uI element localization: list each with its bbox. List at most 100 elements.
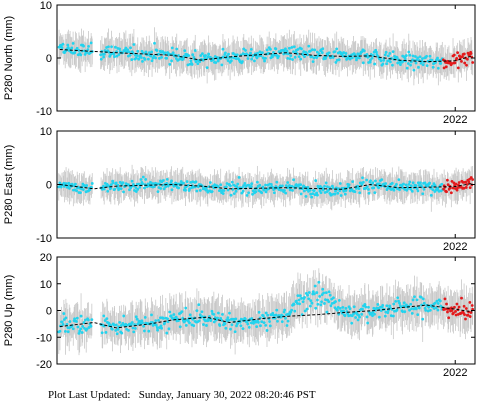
observation-point	[283, 49, 286, 53]
observation-point	[194, 180, 198, 184]
observation-point	[396, 296, 400, 300]
observation-point	[319, 191, 323, 195]
observation-point	[150, 59, 154, 63]
observation-point	[106, 189, 110, 193]
observation-point	[73, 317, 77, 321]
observation-point	[348, 57, 352, 61]
observation-point	[247, 191, 251, 195]
observation-point	[166, 317, 169, 321]
observation-point	[327, 188, 330, 192]
observation-point	[417, 65, 420, 69]
observation-point	[271, 311, 275, 315]
observation-point	[320, 300, 323, 304]
observation-point	[439, 61, 443, 65]
y-tick-label: -10	[36, 106, 52, 118]
observation-point	[160, 55, 163, 59]
observation-point	[71, 327, 75, 331]
observation-point	[338, 306, 342, 310]
observation-point	[187, 54, 191, 57]
observation-point	[150, 320, 154, 324]
observation-point	[454, 313, 458, 317]
observation-point	[390, 181, 394, 185]
observation-point	[254, 190, 258, 194]
observation-point	[113, 45, 117, 49]
observation-point	[416, 313, 420, 317]
observation-point	[149, 54, 153, 58]
observation-point	[451, 186, 455, 190]
observation-point	[384, 50, 388, 54]
observation-point	[446, 178, 449, 182]
observation-point	[83, 326, 86, 330]
observation-point	[454, 310, 457, 313]
observation-point	[334, 61, 338, 64]
observation-point	[68, 186, 71, 190]
y-tick-label: -10	[36, 233, 52, 245]
observation-point	[468, 177, 471, 181]
data-points	[57, 41, 475, 72]
observation-point	[307, 297, 311, 301]
observation-point	[64, 182, 68, 185]
observation-point	[443, 297, 447, 301]
observation-point	[300, 296, 303, 300]
observation-point	[450, 179, 454, 183]
y-axis-label: P280 Up (mm)	[3, 275, 15, 347]
observation-point	[261, 185, 265, 189]
observation-point	[59, 185, 63, 189]
observation-point	[229, 327, 232, 331]
observation-point	[155, 49, 159, 52]
observation-point	[260, 51, 264, 55]
observation-point	[460, 296, 463, 300]
observation-point	[174, 315, 178, 319]
observation-point	[337, 58, 341, 62]
observation-point	[391, 63, 394, 67]
observation-point	[83, 52, 87, 56]
observation-point	[363, 302, 367, 306]
plot-area	[57, 27, 475, 86]
observation-point	[269, 182, 273, 186]
observation-point	[321, 47, 325, 51]
observation-point	[288, 188, 292, 192]
observation-point	[241, 189, 245, 193]
observation-point	[369, 179, 372, 183]
observation-point	[309, 299, 313, 303]
observation-point	[171, 51, 175, 55]
observation-point	[264, 311, 268, 315]
observation-point	[234, 189, 238, 193]
observation-point	[462, 304, 466, 308]
observation-point	[397, 178, 401, 182]
observation-point	[294, 299, 298, 303]
observation-point	[374, 179, 377, 183]
observation-point	[145, 185, 149, 189]
observation-point	[416, 181, 420, 185]
observation-point	[447, 316, 451, 320]
observation-point	[388, 52, 392, 55]
observation-point	[365, 178, 369, 182]
observation-point	[144, 50, 148, 54]
observation-point	[70, 182, 74, 186]
observation-point	[429, 193, 433, 197]
observation-point	[392, 188, 396, 192]
observation-point	[466, 313, 470, 317]
observation-point	[188, 187, 191, 191]
observation-point	[308, 49, 312, 53]
observation-point	[150, 50, 154, 54]
observation-point	[343, 192, 347, 196]
y-tick-label: 10	[40, 126, 52, 138]
observation-point	[362, 180, 365, 184]
observation-point	[335, 308, 339, 312]
observation-point	[89, 41, 93, 45]
model-trend-line	[59, 304, 473, 329]
observation-point	[104, 331, 108, 334]
observation-point	[428, 181, 431, 185]
observation-point	[465, 183, 469, 186]
observation-point	[161, 179, 165, 182]
observation-point	[452, 311, 455, 315]
y-axis-label: P280 North (mm)	[3, 16, 15, 100]
observation-point	[90, 318, 94, 322]
observation-point	[234, 317, 238, 321]
observation-point	[299, 192, 303, 196]
observation-point	[298, 302, 301, 306]
observation-point	[361, 61, 365, 65]
observation-point	[327, 290, 331, 294]
